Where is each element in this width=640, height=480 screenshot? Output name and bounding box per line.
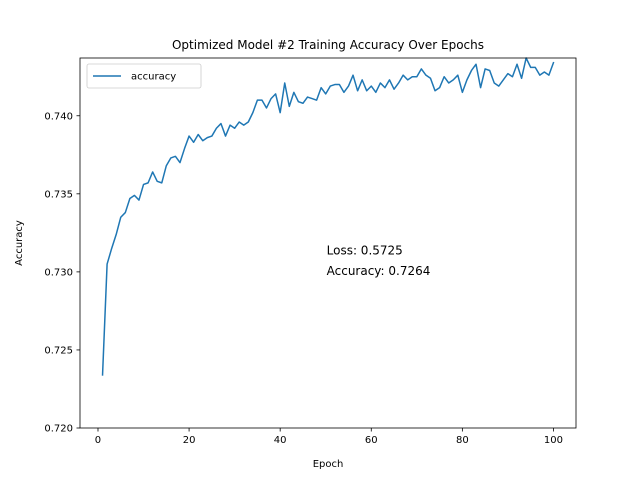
x-tick-label: 40: [274, 435, 287, 446]
y-tick-label: 0.720: [44, 424, 73, 435]
x-tick-label: 100: [544, 435, 563, 446]
axes-frame: [79, 57, 577, 429]
y-tick-label: 0.725: [44, 345, 73, 356]
series-line-accuracy: [101, 57, 555, 376]
annotations: Loss: 0.5725 Accuracy: 0.7264: [327, 244, 431, 278]
series-layer: [101, 57, 555, 376]
y-axis-ticks: 0.720 0.725 0.730 0.735 0.740: [44, 111, 80, 435]
x-tick-label: 80: [456, 435, 469, 446]
legend-box: [86, 63, 202, 89]
x-tick-label: 60: [365, 435, 378, 446]
annotation-text: Accuracy: 0.7264: [327, 264, 431, 278]
x-tick-label: 20: [183, 435, 196, 446]
chart-title: Optimized Model #2 Training Accuracy Ove…: [172, 38, 484, 52]
legend: accuracy: [86, 63, 202, 89]
y-tick-label: 0.735: [44, 189, 73, 200]
x-tick-label: 0: [95, 435, 101, 446]
y-axis-label: Accuracy: [14, 220, 25, 266]
x-axis-ticks: 0 20 40 60 80 100: [95, 428, 563, 446]
y-tick-label: 0.730: [44, 267, 73, 278]
x-axis-label: Epoch: [313, 459, 344, 470]
legend-label: accuracy: [131, 72, 176, 83]
plot-background: [80, 58, 576, 428]
annotation-text: Loss: 0.5725: [327, 244, 403, 258]
axes-spines: [79, 57, 577, 429]
plot-area: [80, 58, 576, 428]
y-tick-label: 0.740: [44, 111, 73, 122]
